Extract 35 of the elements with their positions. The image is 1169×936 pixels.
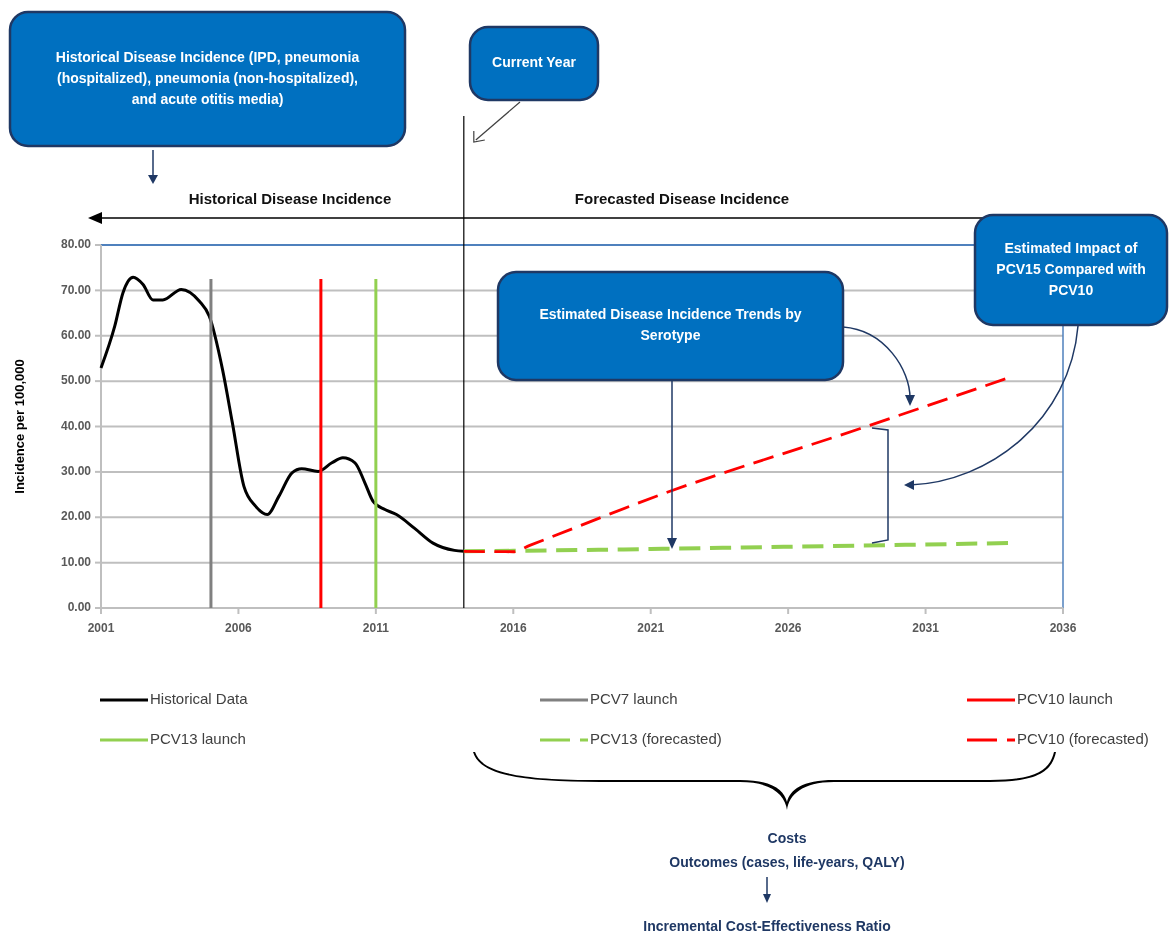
y-tick-label: 60.00 [60,327,92,342]
legend-label: PCV13 launch [150,729,246,747]
legend-label: Historical Data [150,689,249,707]
text: Forecasted Disease Incidence [574,190,790,207]
line-series [461,541,1011,554]
text: Incremental Cost-Effectiveness Ratio [643,918,891,934]
x-tick-label: 2026 [774,621,802,635]
y-tick-label: 80.00 [60,237,92,252]
y-tick-label: 70.00 [60,282,92,297]
x-tick-label: 2006 [225,621,253,635]
annotation: Estimated Impact of PCV15 Compared with PCV10 [996,239,1146,298]
y-tick-label: 10.00 [60,554,92,569]
legend-label: PCV13 (forecasted) [590,729,722,747]
legend-label: PCV10 launch [1017,689,1113,707]
y-tick-label: 0.00 [67,600,92,615]
x-tick-label: 2031 [912,621,940,635]
text: Current Year [492,54,577,71]
x-tick-label: 2021 [637,621,665,635]
text: Historical Disease Incidence [188,190,392,207]
text: Outcomes (cases, life-years, QALY) [669,854,905,870]
legend-label: PCV7 launch [590,689,678,707]
y-tick-label: 40.00 [60,418,92,433]
legend-label: PCV10 (forecasted) [1017,729,1149,747]
line-series [462,377,1007,554]
text: Historical Disease Incidence (IPD, pneumonia (hospitalized), pneumonia (non-hospitalized), and acute otitis media) [55,48,360,107]
y-tick-label: 20.00 [60,509,92,524]
annotation: Estimated Disease Incidence Trends by Serotype [539,306,802,344]
y-tick-label: 30.00 [60,464,92,479]
x-tick-label: 2036 [1049,621,1077,635]
x-tick-label: 2011 [362,621,390,635]
text: Costs [767,830,807,846]
x-tick-label: 2016 [499,621,527,635]
y-axis-title: Incidence per 100,000 [12,359,27,494]
x-tick-label: 2001 [87,621,115,635]
y-tick-label: 50.00 [60,373,92,388]
